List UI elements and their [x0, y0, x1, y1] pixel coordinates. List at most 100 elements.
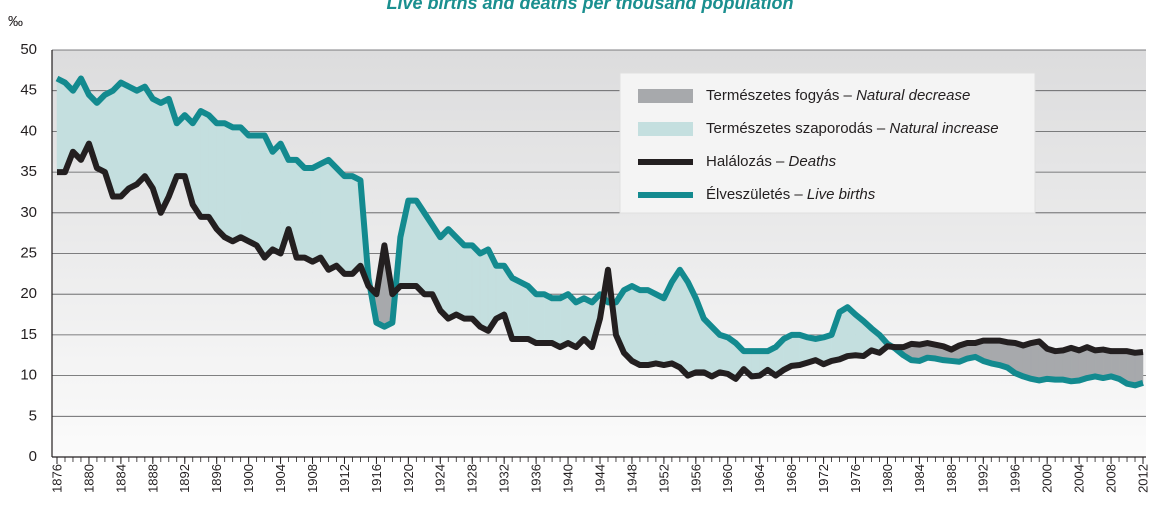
x-tick-label: 1916 — [369, 464, 384, 493]
x-tick-label: 1992 — [976, 464, 991, 493]
x-tick-label: 1980 — [880, 464, 895, 493]
x-tick-label: 1920 — [401, 464, 416, 493]
fill-area — [639, 289, 649, 366]
fill-area — [511, 277, 521, 340]
y-tick-label: 5 — [29, 407, 37, 424]
x-tick-label: 1876 — [49, 464, 64, 493]
fill-area — [495, 265, 505, 320]
x-tick-label: 1968 — [784, 464, 799, 493]
fill-area — [144, 85, 154, 190]
fill-area — [543, 293, 553, 344]
legend-label: Halálozás – Deaths — [706, 153, 837, 170]
axes: 0 5 10 15 20 25 30 35 40 45 50 1876 1880 1884 1888 1892… — [20, 41, 1150, 493]
fill-area — [216, 123, 225, 238]
fill-area — [751, 350, 760, 377]
x-tick-label: 2004 — [1072, 464, 1087, 493]
y-tick-label: 35 — [20, 163, 37, 180]
fill-area — [272, 142, 281, 254]
fill-area — [136, 86, 146, 185]
fill-area — [256, 135, 265, 259]
fill-areas — [56, 77, 1144, 386]
fill-area — [408, 200, 417, 287]
fill-area — [248, 135, 257, 246]
fill-area — [471, 244, 481, 328]
fill-area — [232, 127, 241, 242]
y-tick-label: 30 — [20, 204, 37, 221]
fill-area — [224, 122, 233, 242]
x-tick-label: 1936 — [529, 464, 544, 493]
fill-area — [296, 159, 305, 258]
x-tick-label: 1892 — [177, 464, 192, 493]
fill-area — [336, 167, 345, 275]
x-tick-label: 1912 — [337, 464, 352, 493]
fill-area — [1126, 350, 1136, 386]
series-line — [55, 75, 1144, 389]
series-line — [57, 140, 1144, 382]
y-tick-label: 20 — [20, 285, 37, 302]
legend-swatch — [638, 89, 693, 103]
fill-area — [128, 86, 138, 189]
fill-area — [559, 293, 569, 348]
y-axis-unit: ‰ — [8, 13, 23, 30]
legend-label: Természetes fogyás – Natural decrease — [706, 87, 970, 104]
x-tick-label: 1904 — [273, 464, 288, 493]
fill-area — [320, 159, 329, 271]
x-tick-label: 1940 — [560, 464, 575, 493]
x-tick-label: 1960 — [720, 464, 735, 493]
fill-area — [456, 236, 465, 320]
x-tick-label: 1976 — [848, 464, 863, 493]
fill-area — [535, 293, 545, 344]
fill-area — [464, 245, 473, 319]
x-tick-label: 1948 — [624, 464, 639, 493]
fill-area — [647, 289, 657, 366]
x-tick-label: 1972 — [816, 464, 831, 493]
x-tick-label: 2008 — [1103, 464, 1118, 493]
fill-area — [56, 78, 66, 173]
x-tick-label: 1996 — [1008, 464, 1023, 493]
fill-area — [440, 228, 449, 320]
fill-area — [312, 163, 321, 263]
y-tick-label: 10 — [20, 367, 37, 384]
fill-area — [328, 159, 337, 271]
legend-label: Természetes szaporodás – Natural increas… — [706, 120, 999, 137]
fill-area — [719, 334, 729, 375]
x-tick-label: 1928 — [465, 464, 480, 493]
y-tick-label: 40 — [20, 122, 37, 139]
fill-area — [519, 281, 529, 340]
fill-area — [479, 249, 489, 332]
y-tick-label: 15 — [20, 326, 37, 343]
y-tick-label: 50 — [20, 41, 37, 58]
fill-area — [655, 293, 665, 366]
y-tick-label: 0 — [29, 448, 37, 465]
y-tick-label: 25 — [20, 244, 37, 261]
legend-label: Élveszületés – Live births — [706, 186, 876, 203]
chart-title: Live births and deaths per thousand popu… — [386, 0, 793, 13]
x-tick-label: 2012 — [1135, 464, 1150, 493]
x-tick-label: 1924 — [433, 464, 448, 493]
fill-area — [240, 126, 249, 242]
x-tick-label: 1896 — [209, 464, 224, 493]
fill-area — [551, 298, 561, 348]
fill-area — [448, 228, 457, 320]
fill-area — [344, 175, 353, 275]
x-tick-label: 1984 — [912, 464, 927, 493]
fill-area — [791, 334, 800, 367]
x-tick-label: 1932 — [497, 464, 512, 493]
fill-area — [208, 114, 217, 230]
x-tick-label: 1908 — [305, 464, 320, 493]
x-tick-label: 1944 — [592, 464, 607, 493]
fill-area — [1022, 342, 1032, 380]
fill-area — [112, 81, 122, 197]
x-tick-label: 1900 — [241, 464, 256, 493]
x-tick-label: 1956 — [688, 464, 703, 493]
legend: Természetes fogyás – Natural decrease Ter… — [619, 72, 1036, 214]
legend-swatch — [638, 122, 693, 136]
x-tick-label: 1952 — [656, 464, 671, 493]
x-tick-label: 1888 — [145, 464, 160, 493]
fill-area — [631, 285, 641, 366]
fill-area — [1054, 350, 1064, 380]
x-tick-label: 1884 — [113, 464, 128, 493]
fill-area — [200, 110, 209, 218]
x-tick-label: 1880 — [81, 464, 96, 493]
